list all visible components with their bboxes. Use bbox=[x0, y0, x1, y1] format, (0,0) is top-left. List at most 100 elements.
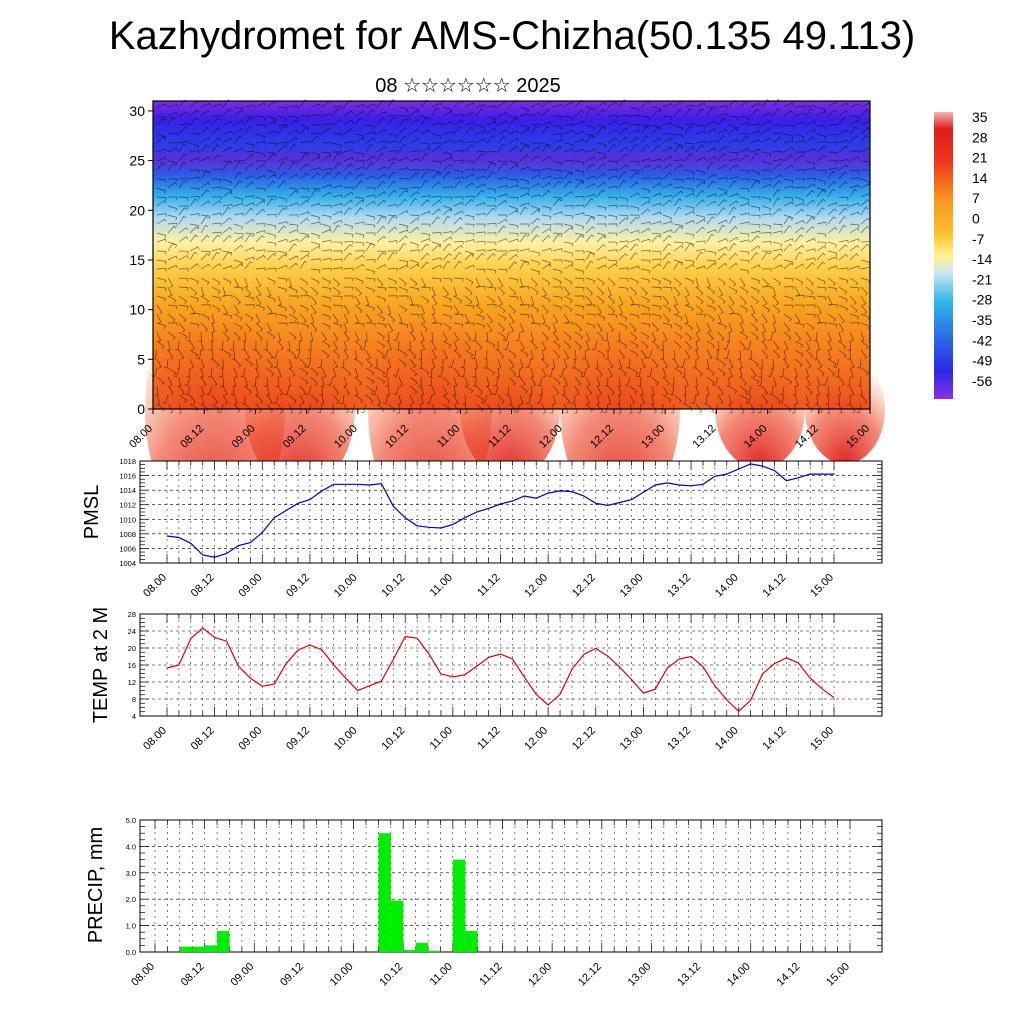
wind-barb bbox=[277, 385, 284, 396]
wind-barb bbox=[288, 255, 299, 261]
wind-barb bbox=[486, 268, 497, 274]
wind-barb bbox=[849, 202, 860, 207]
wind-barb bbox=[305, 385, 312, 396]
x-tick-label: 08.12 bbox=[189, 572, 217, 600]
wind-barb bbox=[156, 322, 166, 329]
wind-barb bbox=[497, 135, 507, 144]
wind-barb bbox=[266, 331, 276, 340]
wind-barb bbox=[849, 322, 860, 326]
wind-barb bbox=[563, 331, 572, 341]
wind-barb bbox=[838, 403, 843, 414]
wind-barb bbox=[442, 376, 450, 386]
wind-barb bbox=[549, 403, 554, 414]
wind-barb bbox=[660, 349, 665, 360]
wind-barb bbox=[186, 331, 191, 342]
wind-barb bbox=[838, 204, 849, 208]
wind-barb bbox=[233, 232, 244, 237]
wind-barb bbox=[816, 261, 826, 270]
wind-barb bbox=[233, 106, 244, 112]
wind-barb bbox=[286, 340, 291, 351]
wind-barb bbox=[317, 358, 323, 369]
wind-barb bbox=[321, 257, 332, 262]
wind-barb bbox=[530, 268, 540, 275]
wind-barb bbox=[306, 349, 312, 360]
wind-barb bbox=[387, 189, 397, 198]
colorbar-label: -42 bbox=[972, 332, 992, 348]
wind-barb bbox=[178, 180, 187, 189]
wind-barb bbox=[640, 304, 650, 312]
wind-barb bbox=[376, 129, 387, 135]
wind-barb bbox=[629, 192, 640, 198]
wind-barb bbox=[497, 253, 507, 261]
wind-barb bbox=[585, 133, 596, 139]
wind-barb bbox=[827, 256, 838, 261]
wind-barb bbox=[750, 245, 761, 252]
wind-barb bbox=[272, 349, 279, 360]
wind-barb bbox=[779, 394, 785, 405]
wind-barb bbox=[343, 340, 348, 351]
wind-barb bbox=[453, 169, 464, 175]
wind-barb bbox=[640, 358, 646, 369]
wind-barb bbox=[618, 286, 629, 292]
wind-barb bbox=[255, 200, 266, 207]
wind-barb bbox=[563, 286, 570, 297]
wind-barb bbox=[167, 242, 176, 252]
wind-barb bbox=[717, 304, 724, 315]
y-tick-label: 5.0 bbox=[126, 816, 136, 825]
precip-bar bbox=[465, 930, 478, 952]
wind-barb bbox=[508, 160, 519, 167]
wind-barb bbox=[431, 122, 442, 127]
wind-barb bbox=[783, 403, 792, 413]
wind-barb bbox=[310, 241, 321, 248]
x-tick-label: 11.00 bbox=[428, 725, 455, 752]
wind-barb bbox=[607, 204, 618, 209]
wind-barb bbox=[493, 376, 499, 387]
wind-barb bbox=[673, 358, 680, 369]
wind-barb bbox=[255, 208, 266, 216]
wind-barb bbox=[497, 331, 506, 340]
wind-barb bbox=[310, 376, 318, 386]
wind-barb bbox=[794, 112, 805, 117]
wind-barb bbox=[673, 367, 683, 376]
wind-barb bbox=[728, 225, 738, 234]
wind-barb bbox=[200, 144, 210, 153]
precip-bar bbox=[428, 950, 441, 952]
wind-barb bbox=[277, 295, 282, 306]
wind-barb bbox=[242, 331, 247, 342]
wind-barb bbox=[596, 181, 607, 189]
wind-barb bbox=[233, 331, 241, 341]
wind-barb bbox=[200, 171, 209, 180]
wind-barb bbox=[519, 286, 530, 290]
wind-barb bbox=[684, 192, 695, 198]
wind-barb bbox=[431, 196, 442, 200]
wind-barb bbox=[827, 180, 837, 189]
wind-barb bbox=[563, 129, 574, 135]
wind-barb bbox=[618, 164, 629, 171]
wind-barb bbox=[398, 264, 409, 270]
wind-barb bbox=[420, 116, 429, 126]
x-tick-label: 15.00 bbox=[808, 572, 836, 600]
wind-barb bbox=[409, 277, 418, 287]
wind-barb bbox=[647, 367, 653, 378]
wind-barb bbox=[244, 234, 253, 243]
wind-barb bbox=[288, 214, 299, 218]
wind-barb bbox=[662, 376, 670, 386]
wind-barb bbox=[354, 331, 360, 342]
wind-barb bbox=[519, 202, 530, 207]
wind-barb bbox=[343, 403, 349, 414]
wind-barb bbox=[552, 385, 560, 395]
wind-barb bbox=[189, 187, 200, 192]
wind-barb bbox=[354, 358, 363, 367]
wind-barb bbox=[508, 349, 517, 359]
wind-barb bbox=[189, 246, 200, 252]
wind-barb bbox=[816, 232, 827, 238]
wind-barb bbox=[596, 349, 606, 358]
wind-barb bbox=[189, 286, 198, 296]
wind-barb bbox=[519, 144, 529, 153]
wind-barb bbox=[442, 185, 453, 190]
wind-barb bbox=[739, 340, 747, 351]
wind-barb bbox=[464, 111, 475, 117]
wind-barb bbox=[563, 241, 574, 247]
wind-barb bbox=[761, 112, 772, 117]
